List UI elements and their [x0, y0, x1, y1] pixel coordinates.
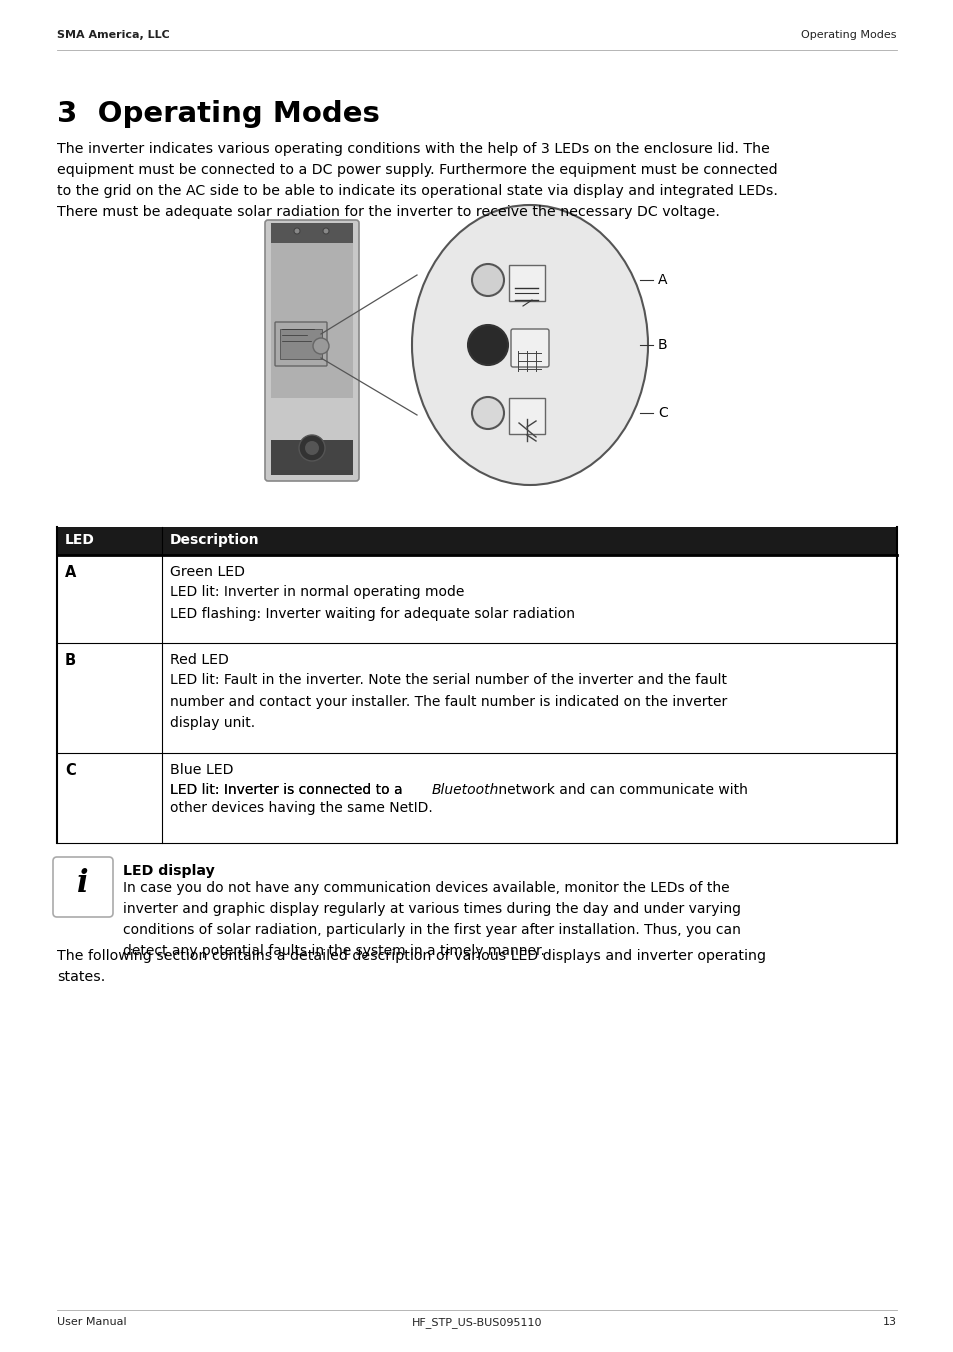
Text: A: A	[658, 273, 667, 287]
Text: C: C	[65, 763, 75, 777]
Bar	[280, 329, 322, 360]
Text: A: A	[65, 565, 76, 580]
FancyBboxPatch shape	[509, 265, 544, 301]
Circle shape	[298, 435, 325, 461]
Text: LED: LED	[65, 533, 94, 548]
Bar	[271, 439, 353, 475]
FancyBboxPatch shape	[274, 322, 327, 366]
Text: LED lit: Inverter is connected to a: LED lit: Inverter is connected to a	[170, 783, 407, 796]
Text: C: C	[658, 406, 667, 420]
Text: other devices having the same NetID.: other devices having the same NetID.	[170, 800, 433, 815]
Ellipse shape	[412, 206, 647, 485]
Text: LED lit: Inverter is connected to a: LED lit: Inverter is connected to a	[170, 783, 407, 796]
Text: SMA America, LLC: SMA America, LLC	[57, 30, 170, 41]
Text: 3  Operating Modes: 3 Operating Modes	[57, 100, 379, 128]
Text: HF_STP_US-BUS095110: HF_STP_US-BUS095110	[412, 1317, 541, 1328]
Text: Description: Description	[170, 533, 259, 548]
Circle shape	[294, 228, 299, 234]
Text: 13: 13	[882, 1317, 896, 1328]
Text: User Manual: User Manual	[57, 1317, 127, 1328]
Text: Green LED: Green LED	[170, 565, 245, 579]
FancyBboxPatch shape	[509, 397, 544, 434]
Text: B: B	[658, 338, 667, 352]
Circle shape	[472, 264, 503, 296]
Circle shape	[468, 324, 507, 365]
Circle shape	[472, 397, 503, 429]
Bar	[57, 527, 896, 556]
Text: Red LED: Red LED	[170, 653, 229, 667]
FancyBboxPatch shape	[511, 329, 548, 366]
Circle shape	[305, 441, 318, 456]
Text: Blue LED: Blue LED	[170, 763, 233, 777]
Text: LED display: LED display	[123, 864, 214, 877]
Circle shape	[313, 338, 329, 354]
Bar	[271, 243, 353, 397]
Text: network and can communicate with: network and can communicate with	[494, 783, 747, 796]
FancyBboxPatch shape	[265, 220, 358, 481]
Circle shape	[323, 228, 329, 234]
Text: LED lit: Inverter in normal operating mode
LED flashing: Inverter waiting for ad: LED lit: Inverter in normal operating mo…	[170, 585, 575, 621]
Text: i: i	[77, 868, 89, 899]
Text: The inverter indicates various operating conditions with the help of 3 LEDs on t: The inverter indicates various operating…	[57, 142, 777, 219]
Text: Operating Modes: Operating Modes	[801, 30, 896, 41]
Text: LED lit: Inverter is connected to a 
other devices having the same NetID.: LED lit: Inverter is connected to a othe…	[170, 783, 433, 819]
Text: LED lit: Fault in the inverter. Note the serial number of the inverter and the f: LED lit: Fault in the inverter. Note the…	[170, 673, 726, 730]
Text: Bluetooth: Bluetooth	[432, 783, 498, 796]
Text: The following section contains a detailed description of various LED displays an: The following section contains a detaile…	[57, 949, 765, 984]
FancyBboxPatch shape	[53, 857, 112, 917]
Bar	[271, 223, 353, 243]
Text: B: B	[65, 653, 76, 668]
Text: In case you do not have any communication devices available, monitor the LEDs of: In case you do not have any communicatio…	[123, 882, 740, 959]
